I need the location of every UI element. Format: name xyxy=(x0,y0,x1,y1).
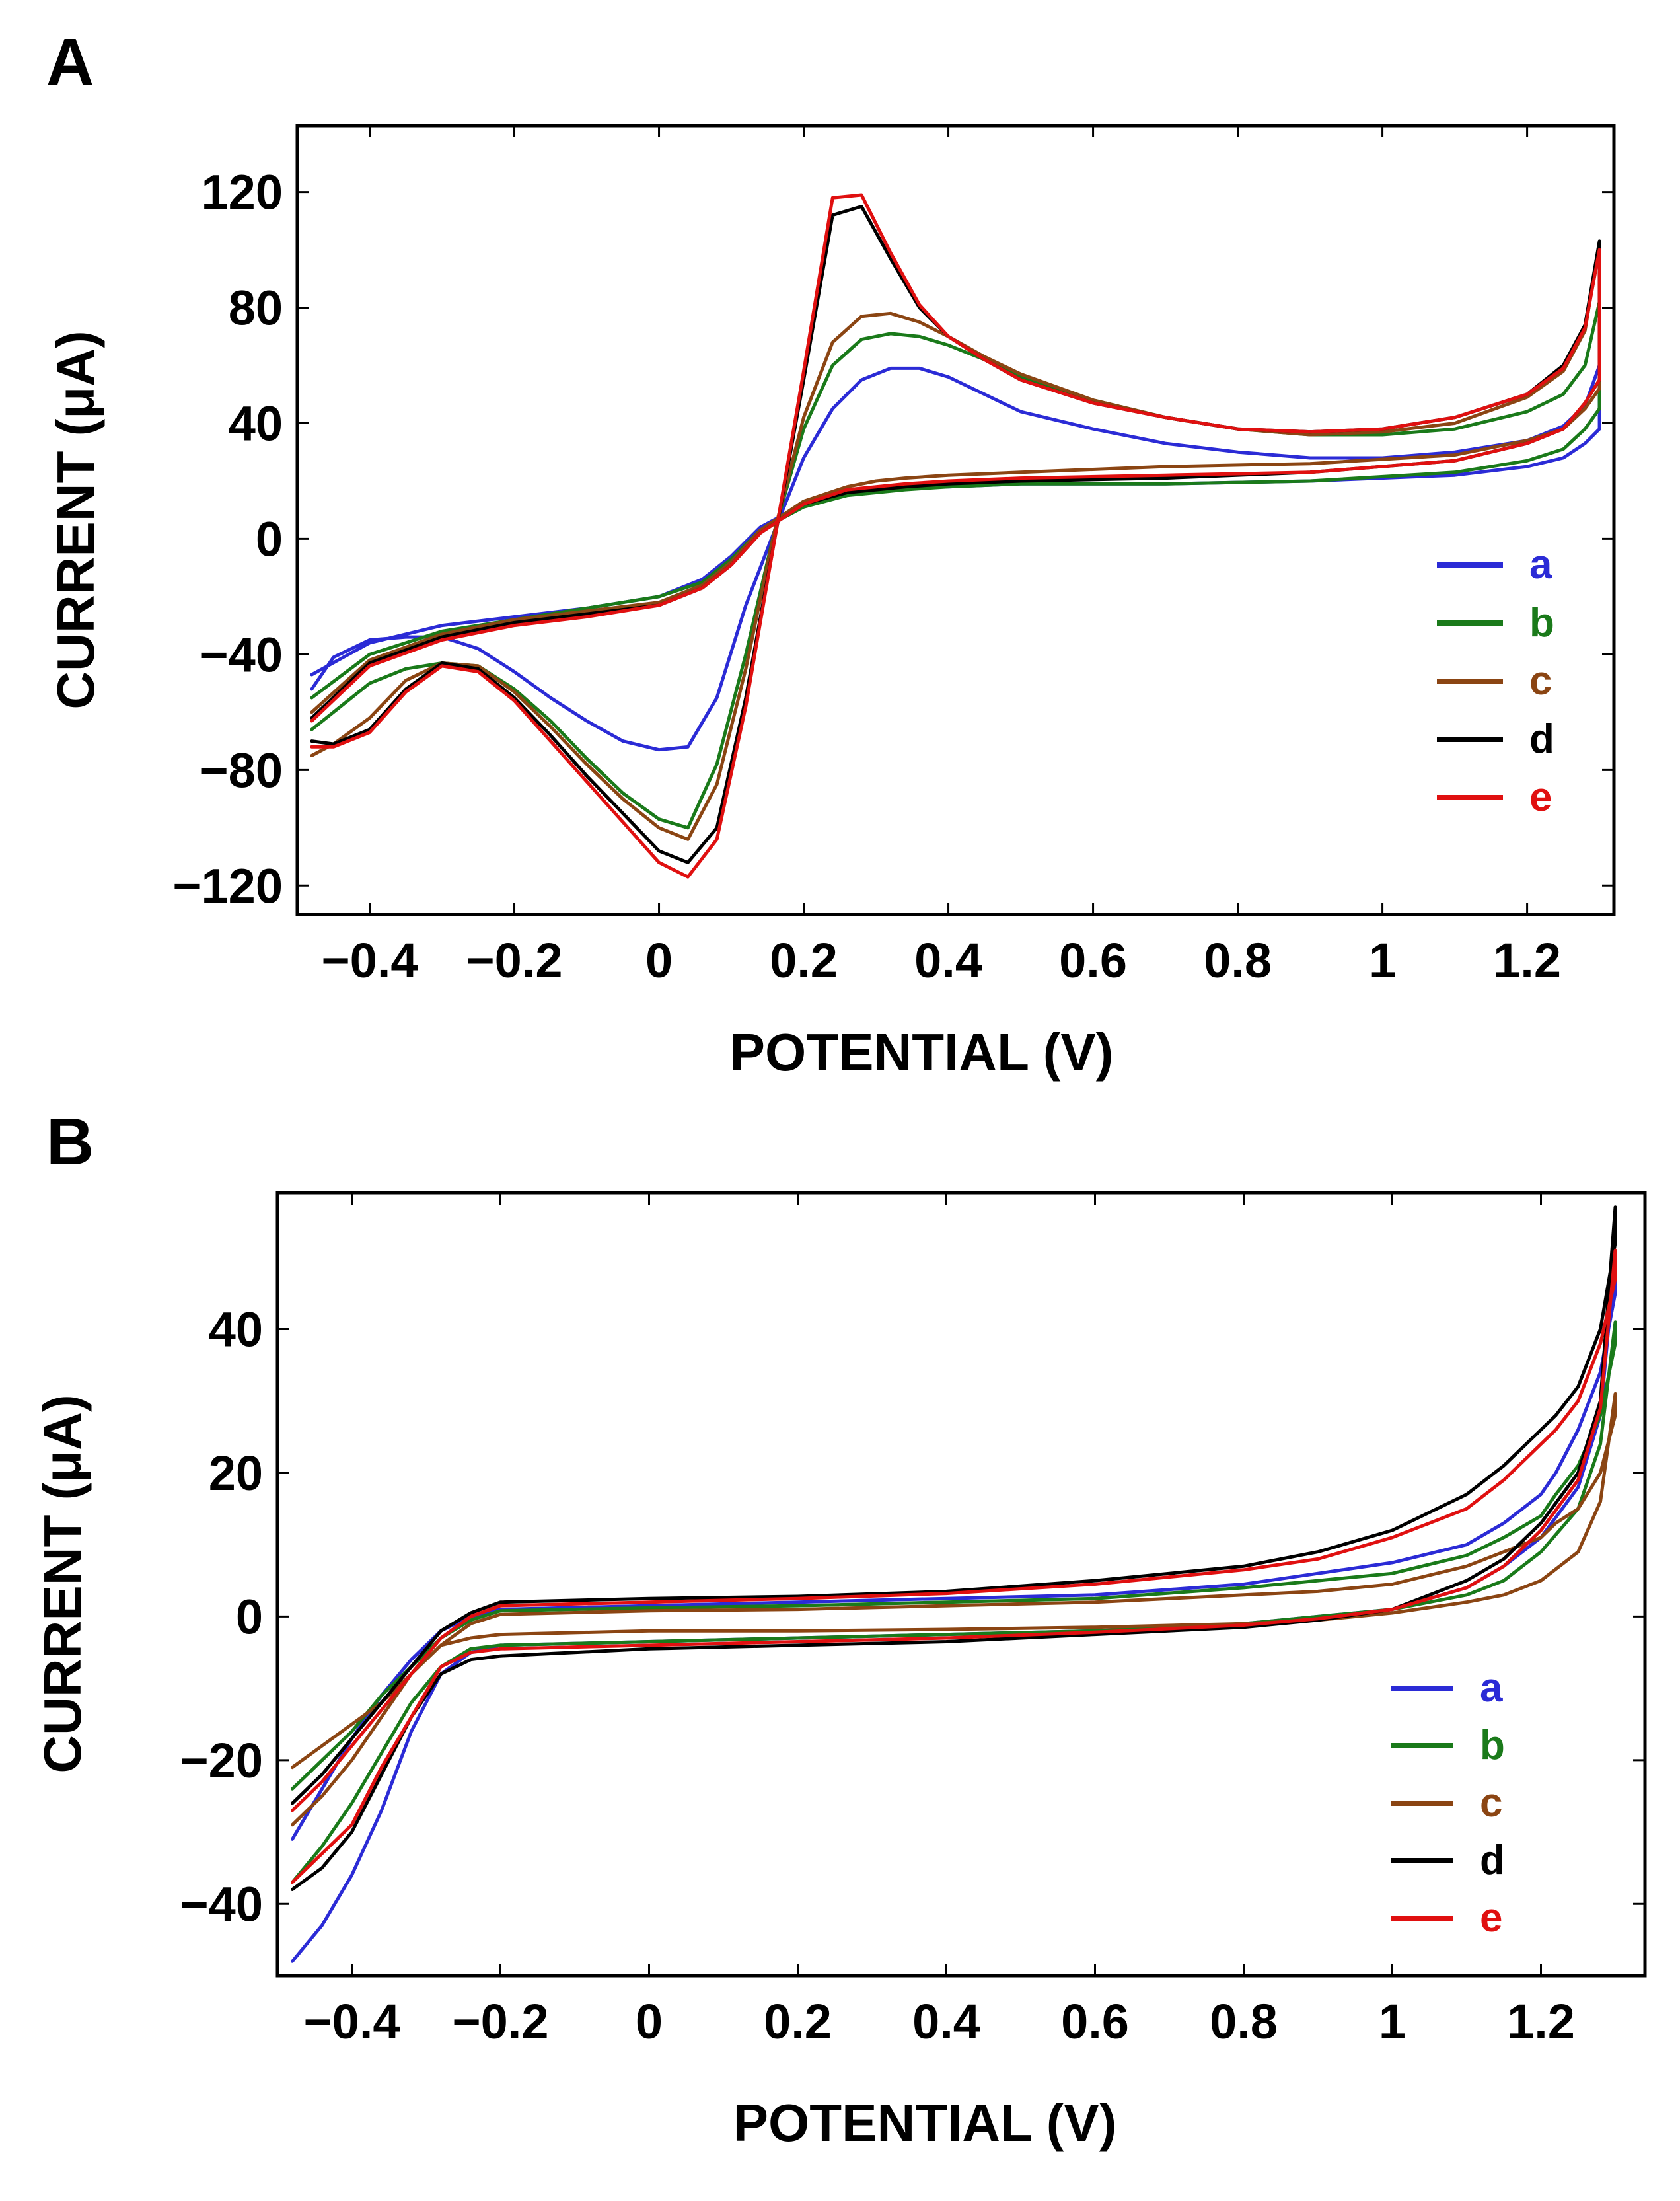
panel-b-y-tick-label: −40 xyxy=(180,1877,263,1931)
panel-b-x-tick-label: 0.4 xyxy=(912,1994,980,2049)
panel-b-y-tick-label: −20 xyxy=(180,1733,263,1788)
panel-b-x-ticks: −0.4 −0.2 0 0.2 0.4 0.6 0.8 1 1.2 xyxy=(303,1193,1575,2049)
panel-b-x-tick-label: −0.2 xyxy=(452,1994,548,2049)
panel-b-legend-label-c: c xyxy=(1480,1780,1502,1826)
panel-a-x-tick-label: 0.8 xyxy=(1204,933,1272,988)
panel-b-y-axis-label: CURRENT (μA) xyxy=(33,1394,92,1773)
panel-a-plot-frame xyxy=(295,124,1616,916)
panel-b-x-tick-label: 0.6 xyxy=(1061,1994,1129,2049)
panel-b-curve-c xyxy=(291,1392,1617,1827)
panel-b-legend-label-d: d xyxy=(1480,1838,1505,1883)
panel-a-x-tick-label: −0.4 xyxy=(321,933,418,988)
panel-a-x-tick-label: 0.4 xyxy=(914,933,982,988)
panel-a-curves xyxy=(310,193,1601,879)
panel-a-legend-label-e: e xyxy=(1529,774,1552,820)
panel-a-y-axis-label: CURRENT (μA) xyxy=(46,330,105,709)
panel-a-y-tick-label: 40 xyxy=(229,396,283,451)
panel-b-y-tick-label: 0 xyxy=(236,1589,263,1644)
panel-a-y-tick-label: −40 xyxy=(200,627,283,682)
panel-b-x-tick-label: 0 xyxy=(636,1994,663,2049)
panel-b-y-tick-label: 40 xyxy=(209,1302,263,1357)
panel-a-y-tick-label: 120 xyxy=(201,165,283,220)
panel-a-x-tick-label: 0.2 xyxy=(770,933,838,988)
panel-a-curve-b xyxy=(310,300,1601,830)
panel-b-curve-e xyxy=(291,1248,1617,1884)
panel-b-plot-frame xyxy=(275,1191,1647,1978)
panel-b-x-tick-label: 0.8 xyxy=(1210,1994,1278,2049)
panel-a-legend-label-c: c xyxy=(1529,658,1552,704)
panel-a-letter: A xyxy=(46,25,94,99)
panel-a-y-ticks: −120 −80 −40 0 40 80 120 xyxy=(172,165,1614,913)
panel-b-legend-label-b: b xyxy=(1480,1723,1505,1768)
panel-b-y-tick-label: 20 xyxy=(209,1446,263,1501)
panel-b-x-tick-label: 1 xyxy=(1379,1994,1406,2049)
panel-a-x-tick-label: 1 xyxy=(1369,933,1396,988)
panel-a-x-axis-label: POTENTIAL (V) xyxy=(730,1023,1114,1082)
panel-a-curve-e xyxy=(310,193,1601,879)
panel-b-y-ticks: −40 −20 0 20 40 xyxy=(180,1302,1645,1931)
panel-b-x-tick-label: −0.4 xyxy=(303,1994,400,2049)
panel-a-y-tick-label: 80 xyxy=(229,281,283,336)
panel-b-letter: B xyxy=(46,1105,94,1179)
panel-a-x-tick-label: −0.2 xyxy=(466,933,562,988)
panel-b-x-tick-label: 1.2 xyxy=(1507,1994,1575,2049)
panel-a-legend-label-b: b xyxy=(1529,600,1554,646)
panel-b-legend-label-a: a xyxy=(1480,1665,1503,1711)
panel-a-x-tick-label: 1.2 xyxy=(1493,933,1561,988)
panel-a-legend-label-d: d xyxy=(1529,716,1554,762)
panel-a-y-tick-label: 0 xyxy=(256,511,283,566)
panel-b-curve-b xyxy=(291,1320,1617,1884)
panel-b-legend-label-e: e xyxy=(1480,1895,1502,1941)
panel-b-x-axis-label: POTENTIAL (V) xyxy=(733,2093,1117,2152)
panel-b-x-tick-label: 0.2 xyxy=(764,1994,832,2049)
panel-a-legend-label-a: a xyxy=(1529,542,1552,587)
panel-a-x-ticks: −0.4 −0.2 0 0.2 0.4 0.6 0.8 1 1.2 xyxy=(321,126,1561,988)
panel-a-curve-d xyxy=(310,205,1601,864)
panel-a-y-tick-label: −120 xyxy=(172,858,283,913)
panel-a-curve-c xyxy=(310,242,1601,841)
panel-a-x-tick-label: 0.6 xyxy=(1059,933,1127,988)
panel-a-x-tick-label: 0 xyxy=(645,933,673,988)
panel-b-curve-d xyxy=(291,1205,1617,1891)
panel-b-curves xyxy=(291,1205,1617,1963)
panel-a-y-tick-label: −80 xyxy=(200,743,283,798)
panel-a: A −120 −80 −40 0 40 80 120 −0.4 −0.2 0 0.2 0.4 0.6 0… xyxy=(46,25,1616,1082)
